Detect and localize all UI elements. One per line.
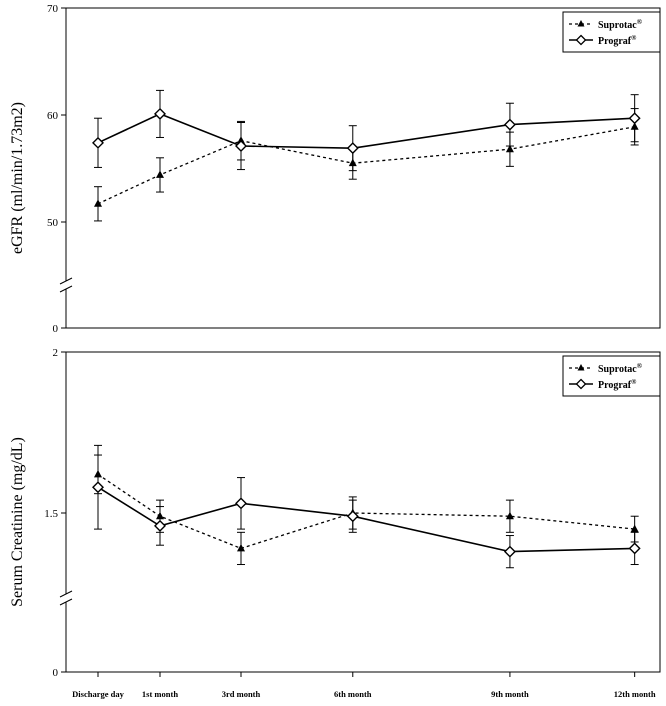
y-tick-label: 0	[53, 323, 59, 335]
series-line-prograf	[97, 113, 635, 150]
data-point-prograf	[503, 118, 516, 131]
plot-frame	[65, 7, 661, 329]
data-point-prograf	[346, 142, 359, 155]
axis-break-mark	[59, 598, 73, 606]
data-point-suprotac	[237, 543, 245, 552]
y-axis-label: eGFR (ml/min/1.73m2)	[9, 102, 26, 254]
y-tick-label: 50	[47, 217, 59, 229]
data-point-prograf	[628, 542, 641, 555]
series-line-suprotac	[97, 473, 635, 550]
x-tick-label: 12th month	[614, 689, 656, 699]
legend-label: Suprotac®	[598, 18, 643, 31]
legend-name: Prograf	[598, 380, 632, 391]
data-point-suprotac	[505, 511, 514, 520]
legend-marker-diamond	[575, 34, 587, 46]
legend-name: Suprotac	[598, 364, 637, 375]
legend-name: Prograf	[598, 36, 632, 47]
x-tick-label: Discharge day	[72, 689, 124, 699]
axis-break-mark	[59, 285, 73, 293]
legend-box	[562, 355, 661, 397]
legend-box	[562, 11, 661, 53]
plot-frame	[65, 351, 661, 673]
x-tick-label: 1st month	[142, 689, 178, 699]
axis-break-gap	[62, 281, 70, 289]
series-line-suprotac	[97, 126, 635, 205]
legend-registered-mark: ®	[637, 18, 643, 26]
data-point-prograf	[628, 112, 641, 125]
data-point-suprotac	[156, 170, 164, 178]
data-point-prograf	[346, 510, 359, 523]
data-point-prograf	[235, 140, 247, 153]
legend: Suprotac®Prograf®	[562, 11, 661, 53]
legend-marker-diamond	[575, 378, 587, 390]
legend-registered-mark: ®	[631, 34, 637, 42]
data-point-prograf	[154, 519, 166, 532]
y-tick-label: 60	[47, 110, 59, 122]
data-point-suprotac	[505, 144, 514, 153]
x-tick-label: 6th month	[334, 689, 372, 699]
data-point-prograf	[235, 497, 247, 510]
y-tick-label: 70	[47, 3, 59, 15]
legend-label: Prograf®	[598, 34, 637, 47]
legend-registered-mark: ®	[631, 378, 637, 386]
data-point-prograf	[503, 545, 516, 558]
series-line-prograf	[97, 486, 635, 553]
legend-registered-mark: ®	[637, 362, 643, 370]
legend-marker-triangle	[577, 20, 585, 27]
data-point-prograf	[154, 107, 166, 120]
y-tick-label: 2	[53, 347, 59, 359]
legend-label: Suprotac®	[598, 362, 643, 375]
legend-name: Suprotac	[598, 20, 637, 31]
axis-break-gap	[62, 594, 70, 602]
y-axis-label: Serum Creatinine (mg/dL)	[9, 437, 26, 607]
legend-label: Prograf®	[598, 378, 637, 391]
x-tick-label: 9th month	[491, 689, 529, 699]
legend: Suprotac®Prograf®	[562, 355, 661, 397]
data-point-prograf	[92, 481, 104, 494]
y-tick-label: 0	[53, 667, 59, 679]
axis-break-mark	[59, 277, 73, 285]
data-point-suprotac	[94, 199, 102, 207]
legend-marker-triangle	[577, 364, 585, 371]
y-tick-label: 1.5	[44, 508, 58, 520]
data-point-prograf	[92, 136, 104, 149]
axis-break-mark	[59, 590, 73, 598]
data-point-suprotac	[630, 524, 639, 533]
x-tick-label: 3rd month	[222, 689, 261, 699]
